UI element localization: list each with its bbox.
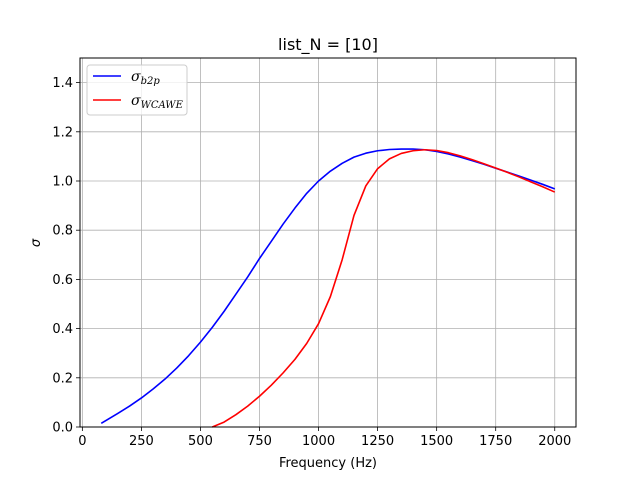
series-layer xyxy=(100,148,556,428)
grid-lines xyxy=(80,58,576,428)
legend-label-b2p: σb2p xyxy=(131,69,160,87)
plot-area xyxy=(80,58,576,427)
x-tick-label: 2000 xyxy=(538,434,571,449)
x-tick-label: 1750 xyxy=(479,434,512,449)
x-axis-title: Frequency (Hz) xyxy=(279,456,377,471)
y-tick-label: 0.6 xyxy=(52,273,73,288)
series-line-wcawe xyxy=(211,148,556,428)
x-tick-label: 500 xyxy=(188,434,213,449)
legend-label-wcawe: σWCAWE xyxy=(131,93,184,111)
plot-frame xyxy=(79,57,577,428)
axis-ticks: 0 250 500 750 1000 1250 1500 1750 2000 0.0 0.2 0.4 0… xyxy=(52,76,571,449)
x-tick-label: 1250 xyxy=(361,434,394,449)
legend-subscript-wcawe: WCAWE xyxy=(141,100,184,111)
y-tick-label: 1.2 xyxy=(52,125,73,140)
y-tick-label: 0.8 xyxy=(52,224,73,239)
y-tick-label: 0.4 xyxy=(52,322,73,337)
y-tick-label: 0.2 xyxy=(52,371,73,386)
x-tick-label: 1000 xyxy=(302,434,335,449)
x-tick-label: 1500 xyxy=(420,434,453,449)
legend: σb2p σWCAWE xyxy=(86,64,188,116)
y-axis-title: σ xyxy=(29,238,44,247)
y-tick-label: 1.0 xyxy=(52,175,73,190)
x-tick-label: 750 xyxy=(247,434,272,449)
legend-symbol-wcawe: σ xyxy=(131,93,141,109)
chart-title: list_N = [10] xyxy=(278,35,378,55)
legend-subscript-b2p: b2p xyxy=(141,76,161,87)
legend-symbol-b2p: σ xyxy=(131,69,141,85)
y-tick-label: 0.0 xyxy=(52,421,73,436)
legend-box xyxy=(86,64,188,116)
x-tick-label: 0 xyxy=(78,434,86,449)
x-tick-label: 250 xyxy=(129,434,154,449)
y-tick-label: 1.4 xyxy=(52,76,73,91)
